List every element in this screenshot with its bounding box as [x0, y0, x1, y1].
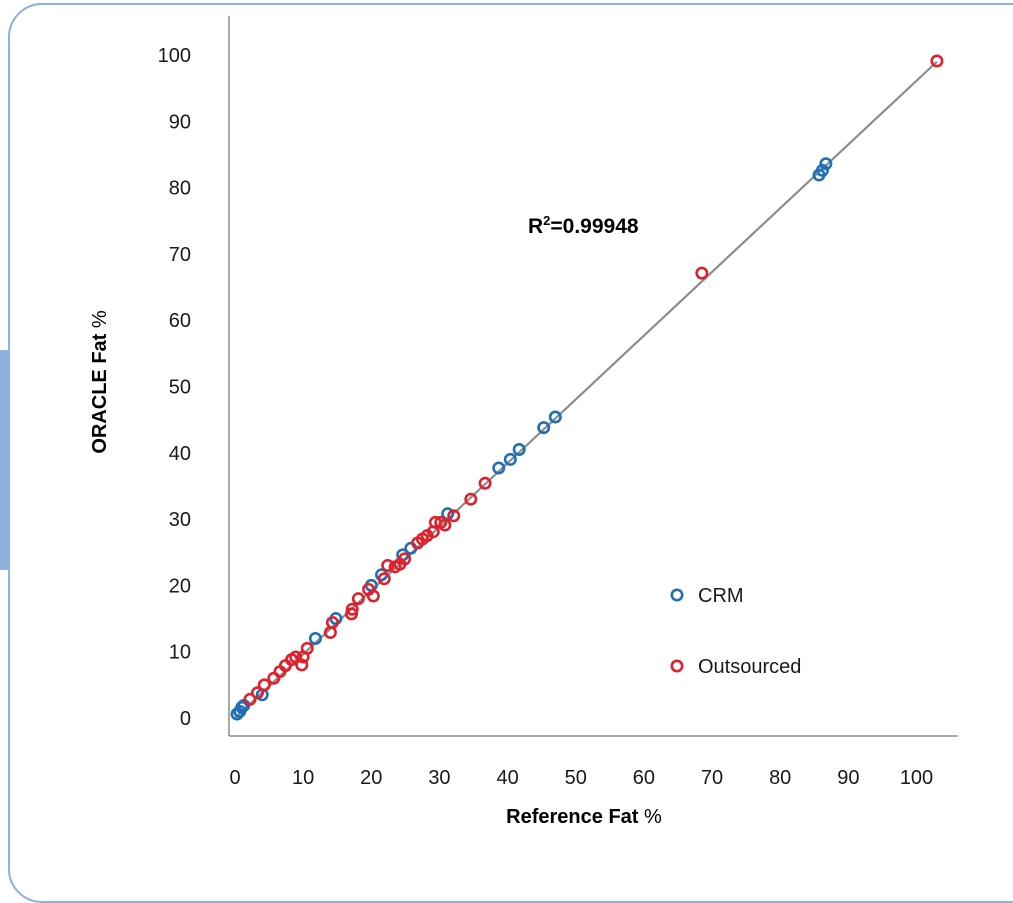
x-tick-label: 30 — [428, 767, 450, 789]
y-axis-title: ORACLE Fat % — [89, 310, 111, 454]
data-point-outsourced — [447, 509, 461, 523]
data-point-outsourced — [257, 678, 271, 692]
x-tick-label: 70 — [701, 767, 723, 789]
data-point-outsourced — [464, 492, 478, 506]
legend-marker-crm — [670, 588, 684, 602]
data-point-outsourced — [377, 572, 391, 586]
scatter-chart: 0 10 20 30 40 50 60 70 80 90 100 0 10 20 30 40 50 60 70 80… — [89, 16, 958, 828]
data-point-outsourced — [243, 692, 257, 706]
data-point-outsourced — [930, 54, 944, 68]
data-point-crm — [308, 631, 322, 645]
x-tick-label: 90 — [837, 767, 859, 789]
x-tick-label: 60 — [633, 767, 655, 789]
data-point-outsourced — [695, 266, 709, 280]
y-tick-label: 90 — [169, 111, 191, 133]
y-tick-label: 30 — [169, 509, 191, 531]
data-point-crm — [537, 421, 551, 435]
y-tick-label: 60 — [169, 310, 191, 332]
data-point-outsourced — [478, 476, 492, 490]
x-tick-label: 80 — [769, 767, 791, 789]
data-point-outsourced — [345, 602, 359, 616]
data-point-outsourced — [351, 592, 365, 606]
x-tick-label: 50 — [565, 767, 587, 789]
axes — [228, 16, 958, 737]
data-point-crm — [235, 700, 249, 714]
legend: CRM Outsourced — [670, 585, 801, 678]
legend-label-outsourced: Outsourced — [698, 656, 801, 678]
legend-label-crm: CRM — [698, 585, 744, 607]
data-point-outsourced — [250, 686, 264, 700]
data-point-crm — [492, 461, 506, 475]
side-tab — [0, 350, 9, 570]
legend-marker-outsourced — [670, 659, 684, 673]
x-tick-label: 20 — [360, 767, 382, 789]
data-point-crm — [441, 507, 455, 521]
data-point-crm — [548, 410, 562, 424]
y-tick-label: 50 — [169, 377, 191, 399]
data-point-outsourced — [398, 552, 412, 566]
y-tick-label: 70 — [169, 244, 191, 266]
x-tick-label: 0 — [229, 767, 240, 789]
data-point-crm — [512, 442, 526, 456]
data-point-outsourced — [366, 589, 380, 603]
y-tick-label: 40 — [169, 443, 191, 465]
y-tick-label: 0 — [180, 708, 191, 730]
y-tick-label: 10 — [169, 642, 191, 664]
data-point-outsourced — [295, 658, 309, 672]
data-point-outsourced — [300, 641, 314, 655]
x-tick-labels: 0 10 20 30 40 50 60 70 80 90 100 — [229, 767, 933, 789]
x-tick-label: 40 — [496, 767, 518, 789]
x-axis-title: Reference Fat % — [506, 806, 662, 828]
data-point-outsourced — [381, 559, 395, 573]
x-tick-label: 10 — [292, 767, 314, 789]
y-tick-labels: 0 10 20 30 40 50 60 70 80 90 100 — [158, 45, 191, 730]
data-points — [230, 54, 944, 721]
x-tick-label: 100 — [900, 767, 933, 789]
y-tick-label: 100 — [158, 45, 191, 67]
data-point-outsourced — [289, 650, 303, 664]
data-point-crm — [815, 163, 829, 177]
data-point-crm — [819, 157, 833, 171]
data-point-crm — [503, 452, 517, 466]
data-point-outsourced — [438, 518, 452, 532]
y-tick-label: 20 — [169, 575, 191, 597]
data-point-outsourced — [325, 616, 339, 630]
r-squared-annotation: R2=0.99948 — [528, 213, 639, 238]
y-tick-label: 80 — [169, 178, 191, 200]
